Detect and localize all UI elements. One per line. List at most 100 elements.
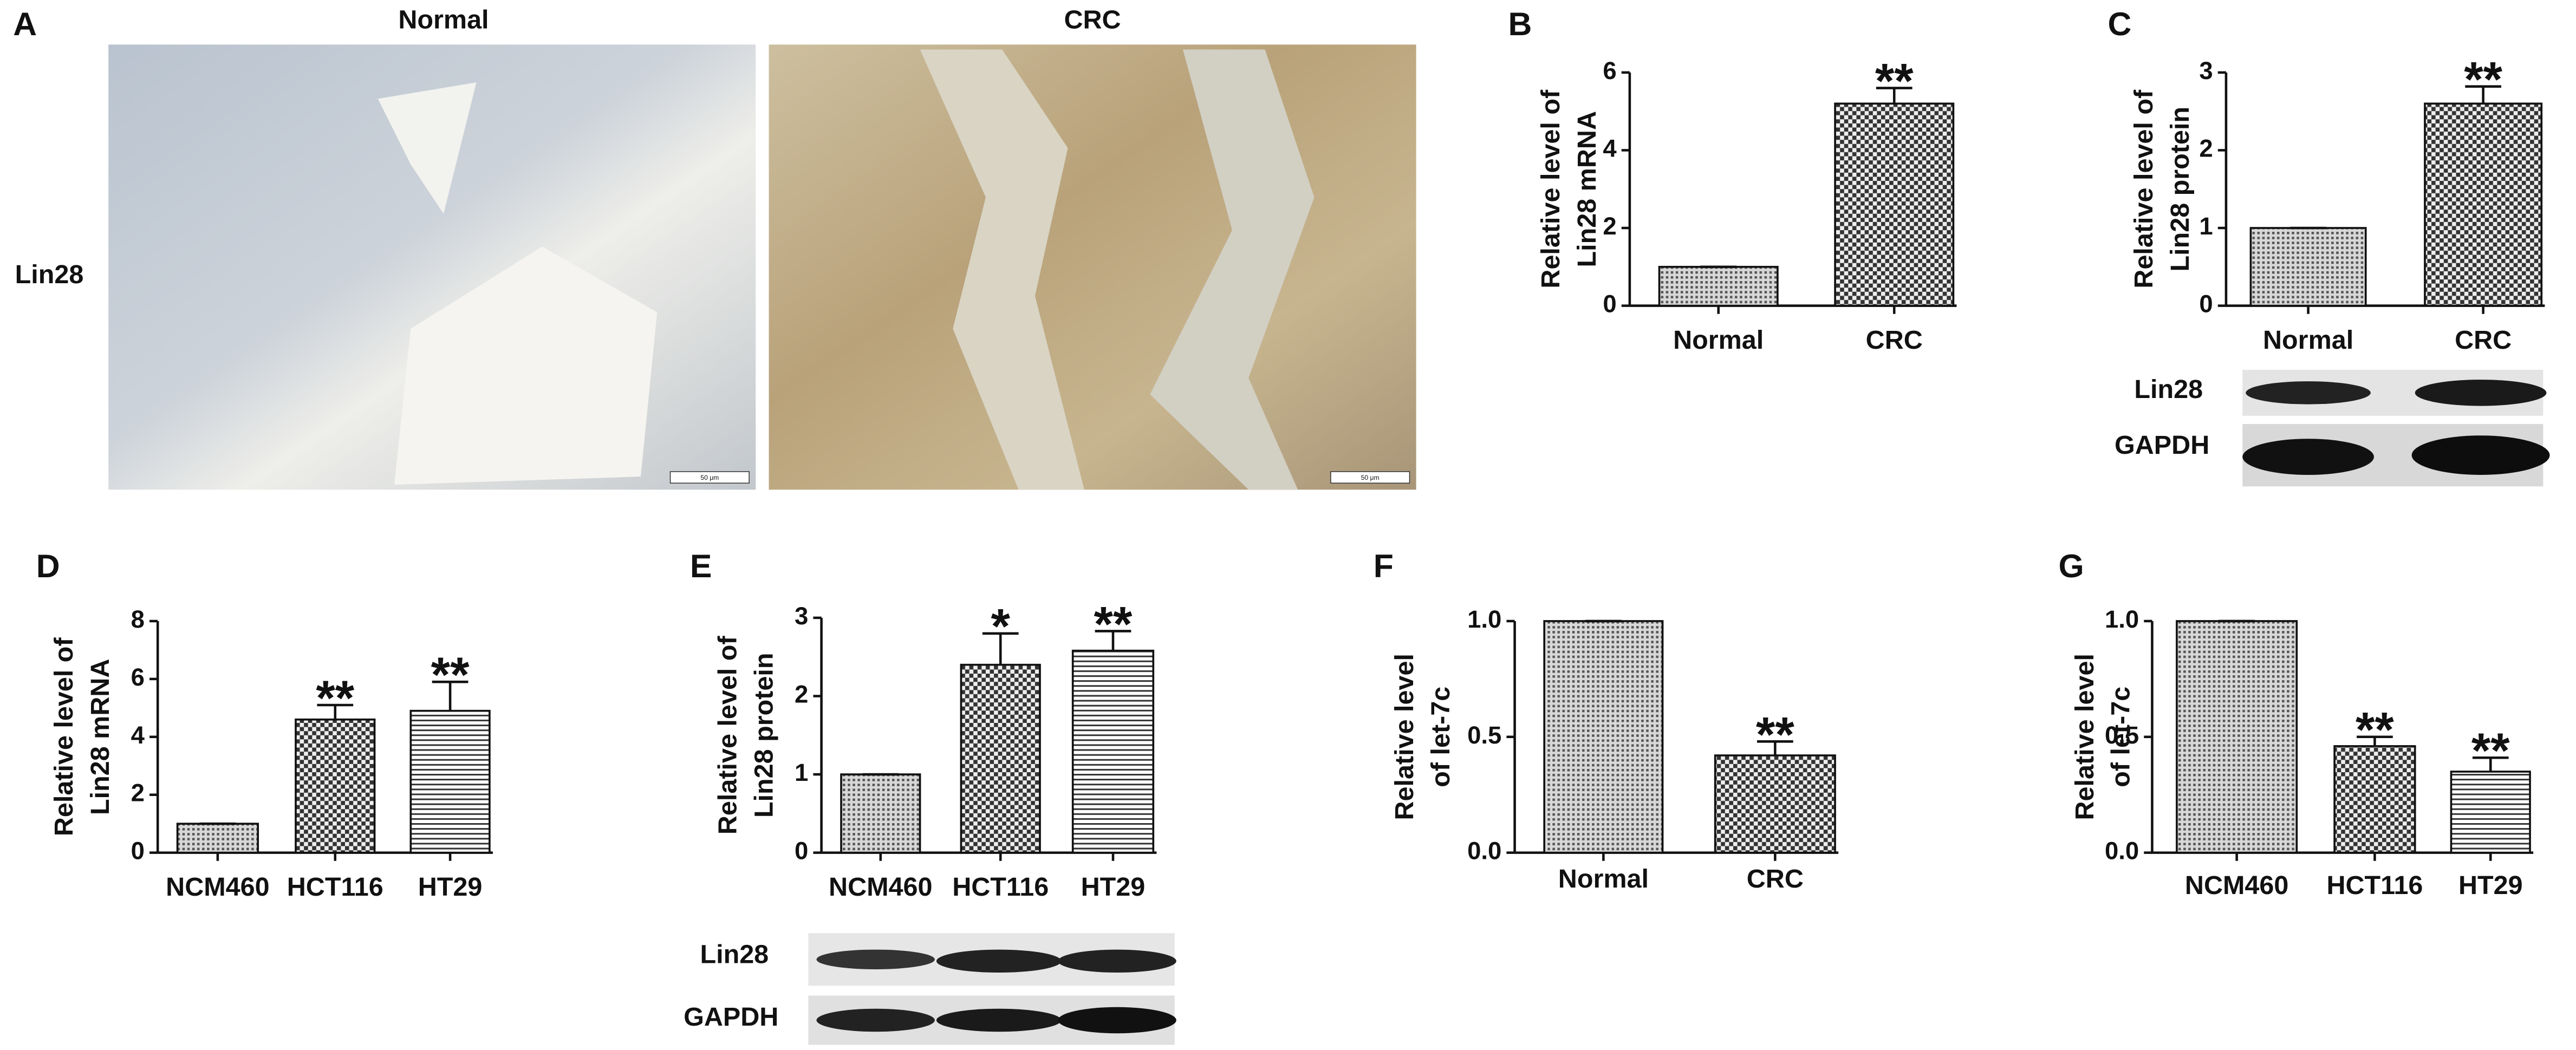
significance: **	[431, 648, 470, 702]
bar	[2450, 771, 2531, 854]
significance: **	[2356, 703, 2394, 758]
y-tick-label: 0	[131, 837, 145, 865]
x-tick-label: HCT116	[287, 872, 383, 902]
blot-band	[816, 949, 935, 969]
x-tick-label: Normal	[1673, 325, 1764, 355]
y-tick-label: 1	[795, 759, 808, 786]
x-tick-label: CRC	[1747, 864, 1804, 894]
error-bar	[2465, 85, 2501, 104]
y-tick-label: 0.0	[2105, 837, 2139, 865]
y-axis-label: of let-7c	[1426, 687, 1455, 787]
panel-label: B	[1508, 5, 1532, 42]
blot-label: Lin28	[2134, 375, 2203, 404]
y-axis-label: Relative level of	[49, 637, 79, 837]
bar	[960, 663, 1041, 854]
y-axis-label: Relative level	[1390, 654, 1419, 820]
y-tick-label: 1.0	[1467, 605, 1501, 633]
y-tick-label: 0.5	[2105, 721, 2139, 749]
y-tick-label: 4	[131, 721, 145, 749]
scale-bar-box	[669, 471, 750, 484]
scale-bar-label: 50 μm	[1361, 474, 1380, 481]
blot-band	[2246, 381, 2371, 405]
blot-band	[2411, 435, 2550, 475]
blot-band	[1058, 949, 1176, 973]
y-tick-label: 0	[795, 837, 808, 865]
blot-band	[1058, 1007, 1176, 1034]
blot-band	[936, 1008, 1062, 1032]
significance: **	[1094, 597, 1133, 651]
y-axis-label: Lin28 mRNA	[86, 659, 115, 815]
y-tick-label: 3	[795, 602, 808, 630]
y-tick-label: 0	[2199, 290, 2213, 318]
y-tick-label: 6	[131, 663, 145, 691]
bar	[409, 709, 491, 854]
bar	[176, 823, 259, 854]
x-tick-label: HT29	[2458, 871, 2523, 900]
significance: **	[1875, 54, 1914, 109]
bar	[1071, 649, 1155, 854]
x-tick-label: CRC	[1866, 325, 1923, 355]
bar	[1543, 620, 1664, 854]
error-bar	[1095, 630, 1131, 651]
adipose	[394, 246, 658, 485]
panel-label: A	[13, 5, 37, 42]
y-tick-label: 2	[2199, 134, 2213, 162]
y-axis-label: Relative level of	[713, 636, 743, 835]
y-tick-label: 0.0	[1467, 837, 1501, 865]
significance: **	[316, 671, 354, 726]
bar	[2176, 620, 2298, 854]
panel-label: C	[2108, 5, 2132, 42]
error-bar	[2357, 735, 2393, 746]
y-axis-label: of let-7c	[2106, 687, 2136, 787]
blot-band	[2242, 439, 2374, 475]
y-axis-label: Lin28 protein	[2165, 107, 2195, 272]
significance: **	[2464, 53, 2502, 107]
blot-label: Lin28	[700, 940, 769, 969]
scale-bar-label: 50 μm	[700, 474, 719, 481]
y-tick-label: 0.5	[1467, 721, 1501, 749]
x-tick-label: HT29	[1081, 872, 1146, 902]
blot-band	[2415, 380, 2547, 406]
blot-label: GAPDH	[684, 1002, 778, 1032]
error-bar	[432, 680, 469, 711]
y-axis-label: Relative level of	[1536, 89, 1565, 289]
micrograph-crc	[769, 44, 1416, 490]
x-tick-label: HCT116	[2326, 871, 2423, 900]
blot-label: GAPDH	[2115, 431, 2209, 460]
panel-label: D	[36, 547, 60, 584]
y-tick-label: 4	[1603, 134, 1617, 162]
y-axis-label: Relative level of	[2129, 89, 2158, 289]
error-bar	[2472, 756, 2509, 772]
y-tick-label: 8	[131, 605, 145, 633]
x-tick-label: Normal	[2263, 325, 2353, 355]
stroma	[1150, 49, 1315, 490]
scale-bar-box	[1330, 471, 1410, 484]
x-tick-label: NCM460	[2185, 871, 2288, 900]
panel-label: E	[690, 547, 712, 584]
x-tick-label: HCT116	[952, 872, 1049, 902]
lumen	[378, 82, 477, 214]
bar	[2333, 745, 2416, 854]
x-tick-label: CRC	[2455, 325, 2512, 355]
bar	[1834, 102, 1955, 307]
blot-band	[816, 1008, 935, 1032]
y-axis-label: Lin28 protein	[749, 653, 778, 818]
column-label: CRC	[1064, 5, 1121, 35]
y-tick-label: 2	[795, 680, 808, 708]
y-tick-label: 2	[131, 779, 145, 807]
x-tick-label: Normal	[1558, 864, 1649, 894]
error-bar	[982, 632, 1019, 665]
bar	[1658, 265, 1779, 307]
y-tick-label: 6	[1603, 57, 1616, 84]
x-tick-label: HT29	[418, 872, 483, 902]
significance: **	[1756, 707, 1794, 762]
bar	[295, 718, 376, 854]
y-tick-label: 2	[1603, 212, 1616, 240]
error-bar	[1876, 87, 1913, 104]
panel-label: G	[2059, 547, 2084, 584]
y-tick-label: 0	[1603, 290, 1616, 318]
bar	[1714, 754, 1836, 854]
blot-band	[936, 949, 1062, 973]
